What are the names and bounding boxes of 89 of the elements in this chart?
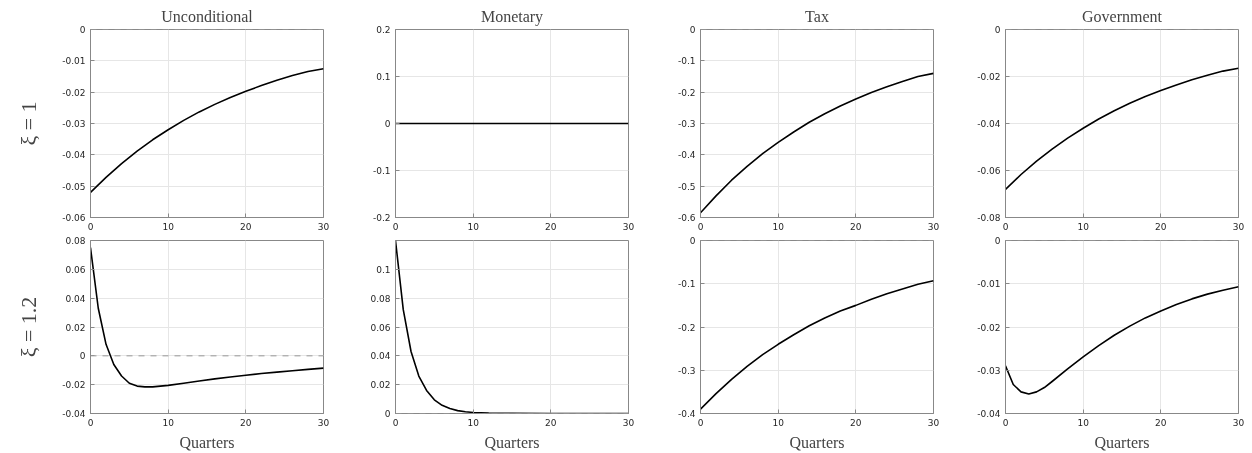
x-tick-label: 0 xyxy=(87,221,94,232)
x-tick-label: 30 xyxy=(1232,417,1245,428)
y-tick-label: -0.2 xyxy=(677,87,696,98)
chart-title: Unconditional xyxy=(161,7,254,25)
y-tick-label: 0.08 xyxy=(65,236,86,246)
x-axis-title: Quarters xyxy=(484,433,540,451)
chart-title: Tax xyxy=(805,7,829,25)
x-tick-label: 30 xyxy=(927,221,940,232)
x-tick-label: 30 xyxy=(622,417,635,428)
y-axis-title: ξ = 1 xyxy=(16,101,42,146)
x-tick-label: 0 xyxy=(1002,221,1009,232)
x-tick-label: 0 xyxy=(392,417,399,428)
y-tick-label: -0.04 xyxy=(62,150,86,161)
y-tick-label: -0.1 xyxy=(677,279,696,290)
y-tick-label: -0.04 xyxy=(977,409,1001,419)
x-tick-label: 10 xyxy=(467,221,480,232)
y-tick-label: -0.03 xyxy=(977,365,1001,376)
x-tick-label: 20 xyxy=(1155,221,1167,232)
y-tick-label: -0.02 xyxy=(977,72,1001,82)
y-tick-label: 0 xyxy=(384,119,391,129)
y-tick-label: 0.06 xyxy=(65,264,86,275)
y-tick-label: -0.02 xyxy=(62,380,86,391)
y-tick-label: -0.06 xyxy=(977,166,1001,176)
y-tick-label: 0.02 xyxy=(65,322,86,333)
x-tick-label: 10 xyxy=(1077,417,1090,428)
x-tick-label: 20 xyxy=(1155,417,1167,428)
x-tick-label: 20 xyxy=(850,417,862,428)
x-tick-label: 0 xyxy=(87,417,94,428)
y-tick-label: 0.04 xyxy=(65,293,86,304)
x-tick-label: 20 xyxy=(240,417,252,428)
y-tick-label: 0.1 xyxy=(376,264,391,275)
chart-title: Government xyxy=(1082,7,1163,25)
x-tick-label: 0 xyxy=(697,417,704,428)
y-tick-label: 0.08 xyxy=(370,293,391,304)
y-tick-label: -0.2 xyxy=(677,322,696,333)
x-tick-label: 10 xyxy=(162,221,175,232)
x-tick-label: 10 xyxy=(772,417,785,428)
y-tick-label: -0.5 xyxy=(677,181,696,192)
y-tick-label: -0.03 xyxy=(62,119,86,129)
x-axis-title: Quarters xyxy=(1094,433,1150,451)
y-tick-label: 0 xyxy=(79,25,86,35)
y-tick-label: -0.01 xyxy=(62,56,86,67)
y-tick-label: -0.2 xyxy=(372,213,391,223)
x-axis-title: Quarters xyxy=(179,433,235,451)
x-axis-title: Quarters xyxy=(789,433,845,451)
y-tick-label: -0.6 xyxy=(677,213,696,223)
y-tick-label: -0.4 xyxy=(677,150,696,161)
y-tick-label: -0.06 xyxy=(62,213,86,223)
y-tick-label: 0 xyxy=(994,236,1001,246)
x-tick-label: 30 xyxy=(317,417,330,428)
x-tick-label: 30 xyxy=(1232,221,1245,232)
y-tick-label: 0.2 xyxy=(376,25,391,35)
x-tick-label: 20 xyxy=(240,221,252,232)
y-tick-label: -0.08 xyxy=(977,213,1001,223)
y-tick-label: -0.05 xyxy=(62,181,86,192)
y-tick-label: -0.02 xyxy=(62,87,86,98)
y-tick-label: 0.04 xyxy=(370,351,391,362)
y-tick-label: -0.1 xyxy=(677,56,696,67)
y-tick-label: -0.3 xyxy=(677,119,696,129)
x-tick-label: 0 xyxy=(1002,417,1009,428)
x-tick-label: 30 xyxy=(927,417,940,428)
y-tick-label: -0.01 xyxy=(977,279,1001,290)
x-tick-label: 20 xyxy=(545,221,557,232)
y-tick-label: 0 xyxy=(994,25,1001,35)
y-tick-label: -0.4 xyxy=(677,409,696,419)
x-tick-label: 30 xyxy=(317,221,330,232)
y-tick-label: 0 xyxy=(79,351,86,362)
chart-title: Monetary xyxy=(480,7,544,26)
y-tick-label: -0.1 xyxy=(372,166,391,176)
y-tick-label: -0.04 xyxy=(977,119,1001,129)
y-tick-label: -0.3 xyxy=(677,365,696,376)
y-tick-label: 0.1 xyxy=(376,72,391,82)
x-tick-label: 10 xyxy=(467,417,480,428)
y-tick-label: -0.02 xyxy=(977,322,1001,333)
y-tick-label: 0 xyxy=(689,25,696,35)
x-tick-label: 0 xyxy=(392,221,399,232)
x-tick-label: 20 xyxy=(545,417,557,428)
x-tick-label: 10 xyxy=(162,417,175,428)
x-tick-label: 0 xyxy=(697,221,704,232)
x-tick-label: 10 xyxy=(772,221,785,232)
y-tick-label: 0 xyxy=(689,236,696,246)
x-tick-label: 30 xyxy=(622,221,635,232)
y-tick-label: 0.02 xyxy=(370,380,391,391)
x-tick-label: 10 xyxy=(1077,221,1090,232)
y-axis-title: ξ = 1.2 xyxy=(16,296,42,358)
x-tick-label: 20 xyxy=(850,221,862,232)
y-tick-label: -0.04 xyxy=(62,409,86,419)
y-tick-label: 0.06 xyxy=(370,322,391,333)
y-tick-label: 0 xyxy=(384,409,391,419)
